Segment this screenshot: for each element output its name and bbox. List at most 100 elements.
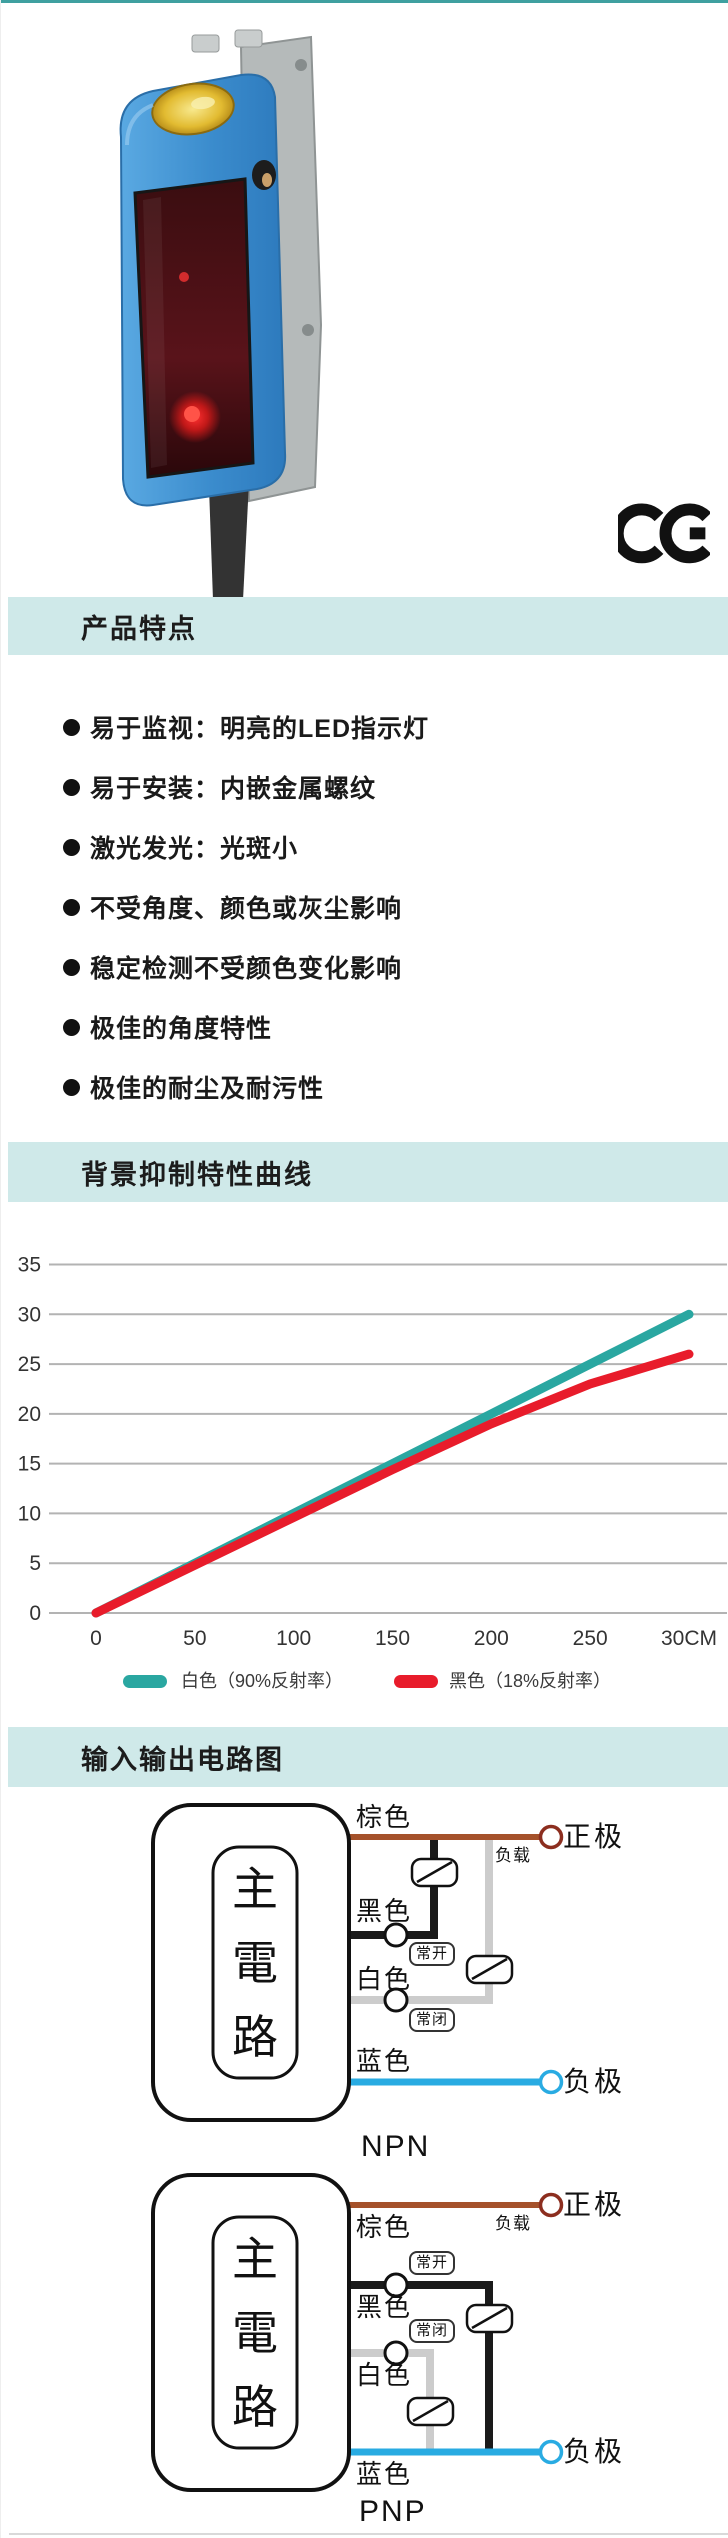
legend-swatch-white [123,1675,167,1688]
sensor-top-stud [234,29,263,48]
svg-text:100: 100 [276,1627,311,1650]
pnp-negative-label: 负极 [563,2436,626,2467]
feature-text: 稳定检测不受颜色变化影响 [90,955,403,983]
sensor-cable [209,482,249,600]
pnp-main-circuit-label: 主電路 [232,2232,278,2433]
section-header-circuit: 输入输出电路图 [8,1727,728,1787]
npn-black-wire-label: 黑色 [356,1896,413,1926]
bullet-icon [63,718,80,736]
pnp-positive-label: 正极 [563,2189,626,2220]
suppression-curve-chart: 0 5 10 15 20 25 30 35 0 50 100 150 200 250 30CM [1,1245,728,1660]
section-header-curve: 背景抑制特性曲线 [8,1142,728,1202]
feature-text: 极佳的耐尘及耐污性 [90,1075,325,1103]
list-item: 极佳的角度特性 [1,997,728,1057]
pnp-black-contact [383,2272,409,2298]
npn-positive-label: 正极 [563,1821,626,1852]
npn-white-wire-label: 白色 [356,1964,413,1994]
feature-list: 易于监视：明亮的LED指示灯 易于安装：内嵌金属螺纹 激光发光：光斑小 不受角度… [1,697,728,1117]
bullet-icon [63,838,80,856]
npn-brown-wire-label: 棕色 [356,1802,413,1832]
list-item: 易于监视：明亮的LED指示灯 [1,697,728,757]
list-item: 激光发光：光斑小 [1,817,728,877]
pnp-negative-terminal [538,2439,564,2465]
feature-text: 不受角度、颜色或灰尘影响 [90,895,403,923]
product-photo [91,25,346,600]
section-header-features: 产品特点 [8,597,728,655]
svg-text:150: 150 [375,1627,410,1650]
ce-mark-icon [611,503,712,564]
pnp-switch-nc [406,2396,455,2427]
svg-text:0: 0 [29,1602,41,1625]
svg-text:5: 5 [29,1552,41,1575]
feature-text: 易于安装：内嵌金属螺纹 [90,775,377,803]
curve-chart-svg: 0 5 10 15 20 25 30 35 0 50 100 150 200 250 30CM [18,1254,727,1650]
svg-text:25: 25 [18,1353,41,1376]
npn-inner-box [211,1845,299,2080]
npn-normally-open-tag: 常开 [409,1942,456,1966]
pnp-blue-wire-label: 蓝色 [356,2459,413,2489]
sensor-led-dome [151,82,235,136]
pnp-inner-box [211,2215,299,2450]
npn-title: NPN [361,2130,431,2163]
svg-text:20: 20 [18,1403,41,1426]
npn-white-contact [383,1987,409,2013]
svg-text:50: 50 [183,1627,206,1650]
section-title: 输入输出电路图 [81,1744,284,1775]
npn-switch-nc [465,1954,514,1985]
npn-negative-label: 负极 [563,2066,626,2097]
pnp-positive-terminal [538,2192,564,2218]
svg-text:15: 15 [18,1453,41,1476]
legend-label-black: 黑色（18%反射率） [449,1671,612,1691]
page-bottom-divider [9,2533,728,2535]
list-item: 易于安装：内嵌金属螺纹 [1,757,728,817]
npn-main-circuit-label: 主電路 [232,1862,278,2063]
svg-text:30CM: 30CM [661,1627,717,1650]
pnp-normally-open-tag: 常开 [409,2251,456,2275]
sensor-illustration [119,29,323,600]
bullet-icon [63,1078,80,1096]
npn-normally-closed-tag: 常闭 [409,2008,456,2032]
circuit-svg [151,1803,564,2492]
bullet-icon [63,778,80,796]
bullet-icon [63,898,80,916]
npn-switch-no [410,1857,459,1888]
npn-black-contact [383,1922,409,1948]
svg-text:200: 200 [474,1627,509,1650]
circuit-diagrams: 主電路 棕色 负载 正极 黑色 常开 白色 常闭 蓝色 负极 NPN 主電路 正… [1,1790,728,2538]
pnp-normally-closed-tag: 常闭 [409,2319,456,2343]
svg-text:0: 0 [90,1627,102,1650]
svg-text:30: 30 [18,1303,41,1326]
pnp-white-contact [383,2340,409,2366]
pnp-white-wire-label: 白色 [356,2360,413,2390]
npn-blue-wire-label: 蓝色 [356,2046,413,2076]
pnp-black-wire-label: 黑色 [356,2292,413,2322]
pnp-switch-no [465,2303,514,2334]
svg-text:250: 250 [573,1627,608,1650]
npn-positive-terminal [538,1824,564,1850]
top-accent-line [1,0,728,3]
npn-negative-terminal [538,2069,564,2095]
legend-swatch-black [394,1675,438,1688]
npn-load-label: 负载 [495,1846,531,1865]
chart-legend: 白色（90%反射率） 黑色（18%反射率） [1,1668,728,1696]
pnp-title: PNP [359,2495,427,2528]
section-title: 背景抑制特性曲线 [81,1159,313,1190]
list-item: 极佳的耐尘及耐污性 [1,1057,728,1117]
legend-label-white: 白色（90%反射率） [181,1671,344,1691]
sensor-window [133,177,255,479]
pnp-brown-wire-label: 棕色 [356,2212,413,2242]
svg-text:35: 35 [18,1254,41,1277]
sensor-top-stud [191,34,220,53]
pnp-load-label: 负载 [495,2214,531,2233]
ce-mark-logo [611,503,712,569]
bullet-icon [63,958,80,976]
feature-text: 极佳的角度特性 [90,1015,273,1043]
list-item: 不受角度、颜色或灰尘影响 [1,877,728,937]
bullet-icon [63,1018,80,1036]
feature-text: 易于监视：明亮的LED指示灯 [90,715,430,743]
svg-text:10: 10 [18,1502,41,1525]
list-item: 稳定检测不受颜色变化影响 [1,937,728,997]
section-title: 产品特点 [81,613,197,644]
feature-text: 激光发光：光斑小 [90,835,299,863]
